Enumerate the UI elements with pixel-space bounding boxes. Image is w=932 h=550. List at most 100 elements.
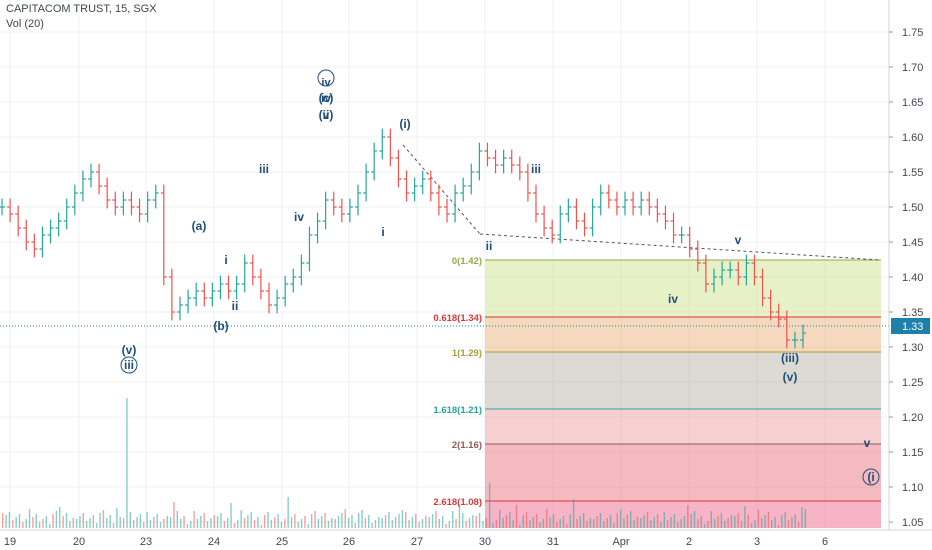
- fib-level-label: 1(1.29): [452, 348, 482, 359]
- time-axis-label[interactable]: 31: [547, 536, 559, 548]
- time-axis-label[interactable]: 27: [411, 536, 423, 548]
- time-axis-label[interactable]: 25: [276, 536, 288, 548]
- volume-bar: [163, 519, 165, 528]
- volume-bar: [357, 513, 360, 528]
- volume-bar: [391, 520, 393, 528]
- volume-bar: [660, 522, 662, 528]
- volume-bar: [374, 520, 377, 528]
- wave-label: iv: [668, 292, 678, 306]
- price-axis-label[interactable]: 1.70: [902, 62, 923, 74]
- time-axis-label[interactable]: 26: [343, 536, 355, 548]
- volume-bar: [599, 513, 602, 528]
- price-axis-label[interactable]: 1.75: [902, 27, 923, 39]
- volume-bar: [324, 513, 326, 528]
- wave-label: (i): [399, 117, 410, 131]
- volume-bar: [630, 511, 632, 528]
- volume-bar: [502, 518, 504, 528]
- volume-bar: [787, 520, 790, 528]
- volume-bar: [146, 512, 148, 528]
- fib-zone: [485, 352, 881, 409]
- time-axis-label[interactable]: 3: [754, 536, 760, 548]
- price-axis-label[interactable]: 1.50: [902, 202, 923, 214]
- trend-line-b: [479, 233, 881, 261]
- volume-bar: [492, 523, 494, 528]
- volume-bar: [38, 522, 41, 528]
- volume-bar: [576, 519, 578, 528]
- price-axis-label[interactable]: 1.65: [902, 97, 923, 109]
- volume-bar: [593, 519, 595, 528]
- volume-bar: [552, 514, 555, 528]
- volume-bar: [431, 514, 434, 528]
- volume-bar: [85, 521, 88, 528]
- volume-bar: [5, 515, 7, 528]
- volume-bar: [566, 524, 568, 528]
- price-axis-label[interactable]: 1.05: [902, 517, 923, 529]
- volume-bar: [277, 514, 279, 528]
- volume-bar: [49, 524, 51, 528]
- volume-bar: [717, 516, 719, 528]
- price-axis-label[interactable]: 1.25: [902, 377, 923, 389]
- fib-zone: [485, 444, 881, 501]
- price-axis-label[interactable]: 1.35: [902, 307, 923, 319]
- price-axis-label[interactable]: 1.20: [902, 412, 923, 424]
- volume-bar: [720, 513, 723, 528]
- volume-bar: [569, 514, 571, 528]
- time-axis-label[interactable]: 23: [140, 536, 152, 548]
- price-axis-label[interactable]: 1.15: [902, 447, 923, 459]
- volume-bar: [777, 525, 780, 528]
- price-axis-label[interactable]: 1.60: [902, 132, 923, 144]
- volume-bar: [243, 518, 246, 528]
- volume-bar: [190, 521, 192, 528]
- volume-bar: [344, 509, 346, 528]
- time-axis-label[interactable]: 24: [208, 536, 220, 548]
- volume-bar: [485, 518, 487, 528]
- volume-bar: [32, 517, 34, 528]
- volume-bar: [801, 507, 803, 528]
- volume-bar: [650, 520, 652, 528]
- time-axis-label[interactable]: 2: [686, 536, 692, 548]
- volume-bar: [740, 521, 743, 528]
- volume-bar: [640, 518, 642, 528]
- volume-bar: [223, 521, 226, 528]
- volume-bar: [247, 515, 249, 528]
- wave-label: ii: [486, 239, 493, 253]
- price-axis-label[interactable]: 1.30: [902, 342, 923, 354]
- volume-bar: [12, 520, 14, 528]
- volume-bar: [2, 513, 4, 528]
- symbol-title[interactable]: CAPITACOM TRUST, 15, SGX: [6, 3, 157, 15]
- volume-bar: [747, 515, 749, 528]
- volume-bar: [727, 518, 729, 528]
- price-axis-label[interactable]: 1.10: [902, 482, 923, 494]
- time-axis-label[interactable]: 30: [479, 536, 491, 548]
- volume-bar: [129, 512, 132, 528]
- volume-bar: [331, 518, 333, 528]
- volume-bar: [690, 514, 692, 528]
- volume-bar: [539, 522, 541, 528]
- current-price-badge[interactable]: [891, 318, 930, 334]
- volume-bar: [310, 514, 313, 528]
- volume-bar: [364, 518, 367, 528]
- volume-bar: [240, 510, 242, 528]
- volume-bar: [263, 515, 266, 528]
- wave-label: (i: [867, 470, 874, 484]
- volume-bar: [596, 516, 598, 528]
- wave-label-circle: [120, 356, 138, 374]
- volume-bar: [710, 511, 713, 528]
- volume-bar: [89, 518, 91, 528]
- time-axis-label[interactable]: 6: [822, 536, 828, 548]
- volume-bar: [643, 515, 645, 528]
- volume-bar: [458, 504, 461, 528]
- price-axis-label[interactable]: 1.45: [902, 237, 923, 249]
- time-axis-label[interactable]: 20: [73, 536, 85, 548]
- fib-level-label: 1.618(1.21): [433, 405, 482, 416]
- volume-bar: [233, 523, 236, 528]
- volume-bar: [764, 515, 766, 528]
- volume-indicator-label[interactable]: Vol (20): [6, 18, 44, 30]
- time-axis-label[interactable]: Apr: [612, 536, 629, 548]
- volume-bar: [616, 513, 618, 528]
- wave-label: i: [224, 253, 227, 267]
- time-axis-label[interactable]: 19: [4, 536, 16, 548]
- price-axis-label[interactable]: 1.55: [902, 167, 923, 179]
- price-axis-label[interactable]: 1.40: [902, 272, 923, 284]
